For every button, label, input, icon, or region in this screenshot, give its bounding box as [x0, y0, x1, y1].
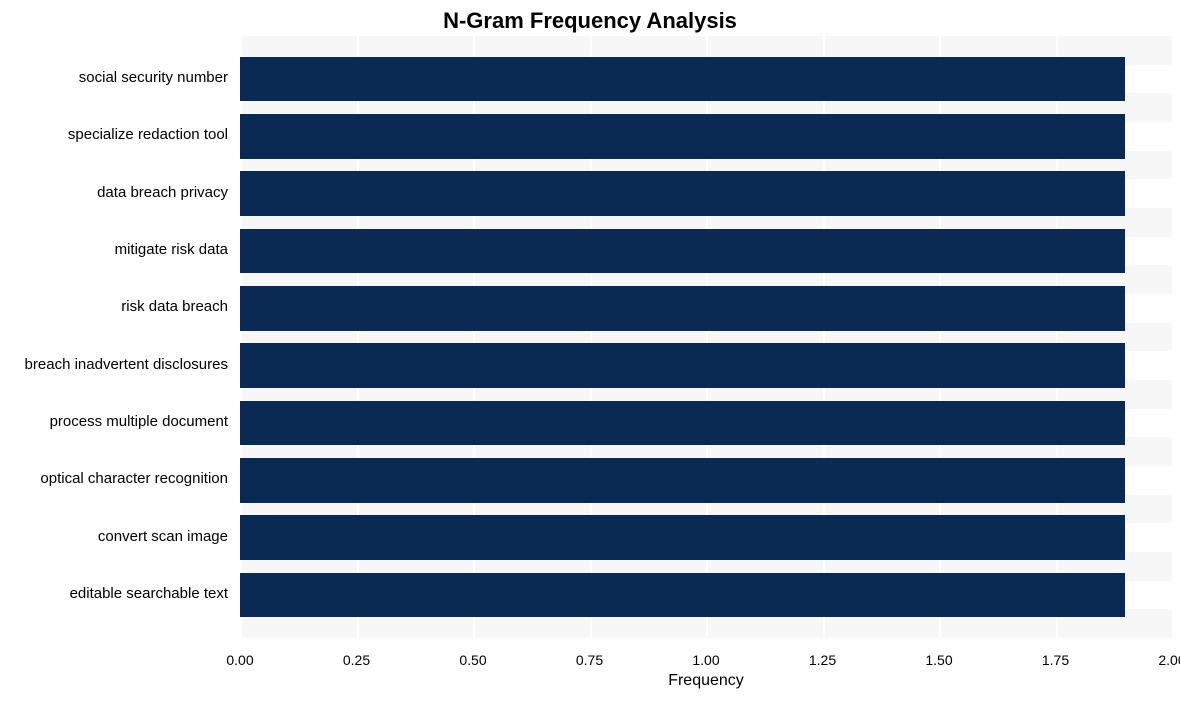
bar [240, 401, 1125, 445]
x-tick-label: 2.00 [1158, 652, 1180, 668]
x-tick-label: 1.25 [809, 652, 836, 668]
y-category-label: data breach privacy [97, 184, 228, 201]
bar [240, 343, 1125, 387]
y-category-label: risk data breach [121, 298, 228, 315]
bar [240, 573, 1125, 617]
y-category-label: convert scan image [98, 528, 228, 545]
bar [240, 286, 1125, 330]
x-tick-label: 1.00 [692, 652, 719, 668]
bar [240, 114, 1125, 158]
y-category-label: social security number [79, 69, 228, 86]
x-tick-label: 0.25 [343, 652, 370, 668]
chart-title: N-Gram Frequency Analysis [0, 8, 1180, 34]
y-category-label: specialize redaction tool [68, 126, 228, 143]
bars-container [240, 36, 1172, 638]
bar [240, 171, 1125, 215]
x-tick-labels: 0.000.250.500.751.001.251.501.752.00 [240, 652, 1172, 674]
vertical-gridline [1172, 36, 1174, 638]
x-tick-label: 1.50 [925, 652, 952, 668]
y-category-label: editable searchable text [70, 585, 228, 602]
bar [240, 57, 1125, 101]
bar [240, 229, 1125, 273]
y-category-label: mitigate risk data [115, 241, 228, 258]
x-tick-label: 1.75 [1042, 652, 1069, 668]
x-tick-label: 0.50 [459, 652, 486, 668]
ngram-frequency-chart: N-Gram Frequency Analysis social securit… [0, 0, 1180, 701]
bar [240, 458, 1125, 502]
y-category-label: process multiple document [50, 413, 228, 430]
y-category-label: breach inadvertent disclosures [25, 356, 228, 373]
x-tick-label: 0.75 [576, 652, 603, 668]
plot-area [240, 36, 1172, 638]
bar [240, 515, 1125, 559]
y-category-label: optical character recognition [40, 470, 228, 487]
y-category-labels: social security number specialize redacti… [0, 36, 234, 638]
x-tick-label: 0.00 [226, 652, 253, 668]
x-axis-label: Frequency [240, 672, 1172, 690]
